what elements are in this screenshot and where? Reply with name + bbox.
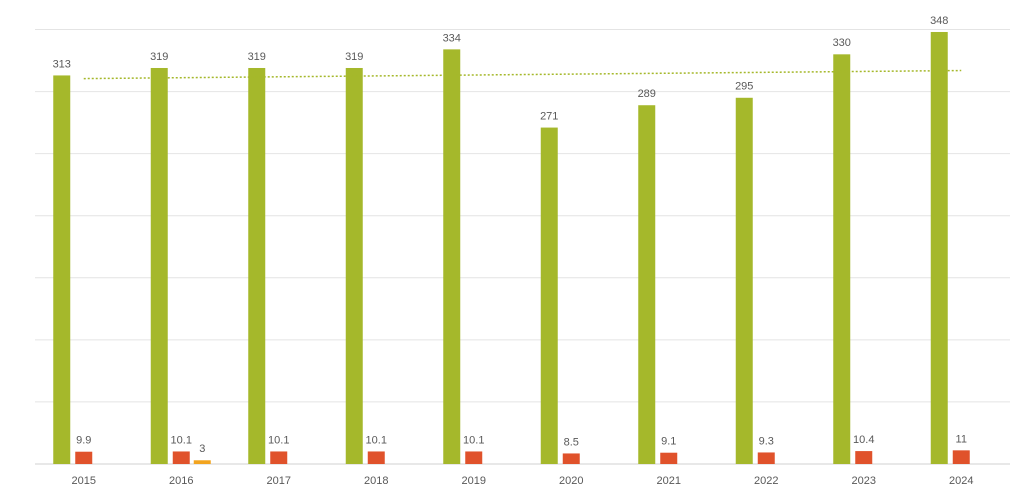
bar bbox=[75, 451, 93, 464]
data-label: 10.1 bbox=[366, 434, 387, 446]
data-label: 10.4 bbox=[853, 434, 874, 446]
data-label: 295 bbox=[735, 81, 753, 93]
data-label: 10.1 bbox=[268, 434, 289, 446]
bar bbox=[150, 67, 168, 464]
data-label: 319 bbox=[248, 51, 266, 63]
bar bbox=[833, 54, 851, 464]
bar bbox=[757, 452, 775, 464]
x-tick-label: 2019 bbox=[462, 475, 486, 487]
data-label: 319 bbox=[150, 51, 168, 63]
data-label: 9.3 bbox=[759, 435, 774, 447]
x-tick-label: 2018 bbox=[364, 475, 388, 487]
x-tick-label: 2016 bbox=[169, 475, 193, 487]
data-label: 11 bbox=[956, 433, 967, 445]
x-tick-label: 2022 bbox=[754, 475, 778, 487]
data-label: 330 bbox=[833, 37, 851, 49]
x-tick-label: 2021 bbox=[657, 475, 681, 487]
bar bbox=[53, 75, 71, 464]
bar bbox=[443, 49, 461, 465]
data-label: 334 bbox=[443, 32, 461, 44]
x-tick-label: 2024 bbox=[949, 475, 973, 487]
bar bbox=[735, 97, 753, 465]
data-label: 319 bbox=[345, 51, 363, 63]
bar bbox=[952, 450, 970, 464]
bar bbox=[660, 452, 678, 464]
data-label: 3 bbox=[199, 443, 205, 455]
bar bbox=[193, 460, 211, 464]
data-label: 289 bbox=[638, 88, 656, 100]
data-label: 271 bbox=[540, 110, 558, 122]
data-label: 8.5 bbox=[564, 436, 579, 448]
data-label: 10.1 bbox=[171, 434, 192, 446]
bar bbox=[930, 31, 948, 465]
x-tick-label: 2015 bbox=[72, 475, 96, 487]
data-label: 348 bbox=[930, 15, 948, 27]
data-label: 9.1 bbox=[661, 436, 676, 448]
data-label: 9.9 bbox=[76, 435, 91, 447]
x-tick-label: 2017 bbox=[267, 475, 291, 487]
x-tick-label: 2020 bbox=[559, 475, 583, 487]
bar bbox=[540, 127, 558, 464]
data-label: 10.1 bbox=[463, 434, 484, 446]
bar bbox=[562, 453, 580, 464]
bar bbox=[367, 451, 385, 464]
bar bbox=[345, 67, 363, 464]
trend-line bbox=[83, 69, 962, 80]
bar bbox=[172, 451, 190, 464]
bar bbox=[855, 451, 873, 464]
bar bbox=[638, 105, 656, 464]
x-tick-label: 2023 bbox=[852, 475, 876, 487]
bar bbox=[270, 451, 288, 464]
bar bbox=[465, 451, 483, 464]
bar bbox=[248, 67, 266, 464]
data-label: 313 bbox=[53, 58, 71, 70]
